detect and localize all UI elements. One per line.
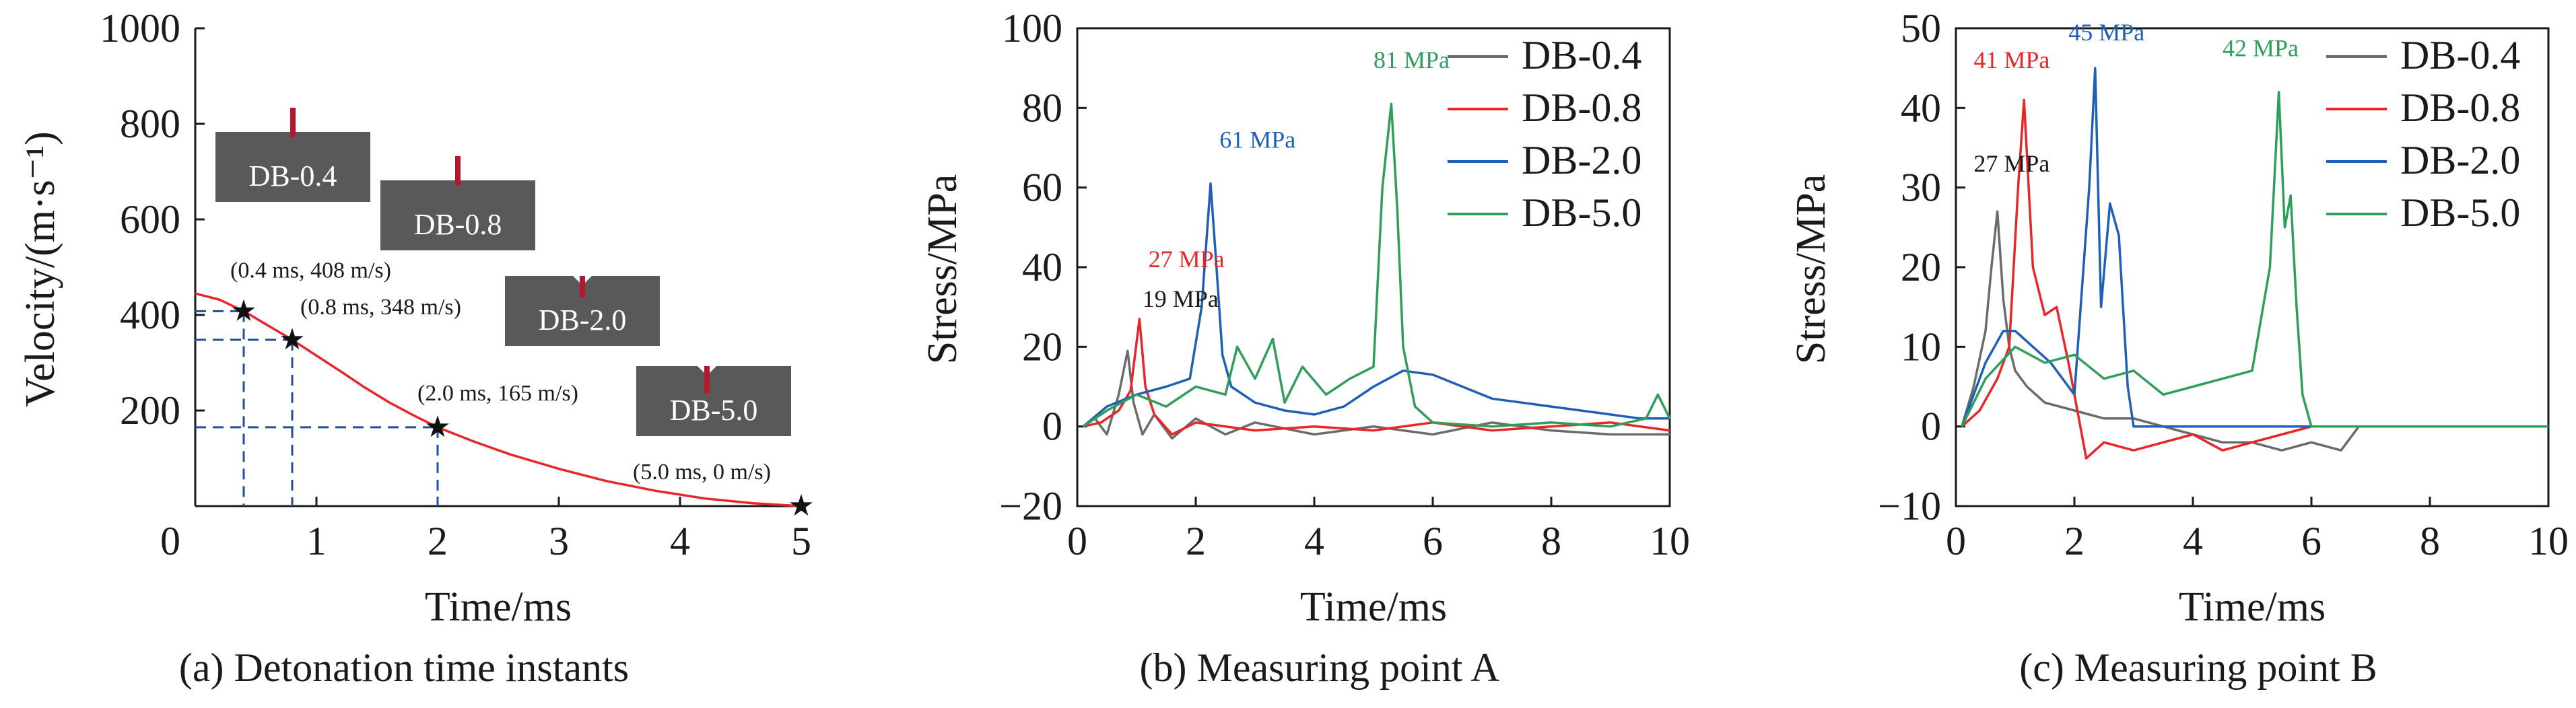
x-tick-label: 10	[1650, 519, 1690, 563]
x-tick-label: 8	[2420, 519, 2440, 563]
panel-caption: (a) Detonation time instants	[179, 645, 629, 690]
legend-label: DB-2.0	[1522, 138, 1641, 182]
y-tick-label: 20	[1901, 245, 1941, 289]
legend-label: DB-2.0	[2400, 138, 2520, 182]
panel-a-velocity-chart: 1 2 3 4 5 200 400 600 800 1000 0 Time/ms Velocity/(m…	[18, 6, 815, 690]
star-marker: ★	[424, 411, 450, 444]
legend-label: DB-0.4	[2400, 33, 2520, 77]
panel-b-stress-point-a-chart: 0 2 4 6 8 10−20020406080100Time/msStress/MPa(…	[920, 6, 1690, 690]
series-line-db-5-0	[1082, 102, 1671, 428]
y-tick-label: 10	[1901, 324, 1941, 369]
y-tick-label: −20	[999, 484, 1062, 528]
panel-caption: (c) Measuring point B	[2019, 645, 2377, 690]
marker-label: (0.4 ms, 408 m/s)	[230, 258, 391, 283]
x-tick-label: 0	[1946, 519, 1966, 563]
inset-label: DB-5.0	[670, 394, 758, 427]
peak-annotation: 81 MPa	[1374, 46, 1450, 73]
x-tick-label: 8	[1541, 519, 1561, 563]
y-tick-label: −10	[1878, 484, 1941, 528]
y-tick-label: 40	[1901, 85, 1941, 130]
series-line-db-0-8	[1961, 98, 2548, 460]
y-tick-label: 100	[1002, 6, 1062, 50]
origin-tick-label: 0	[160, 519, 180, 563]
star-marker: ★	[230, 294, 257, 327]
series-line-db-0-8	[1083, 318, 1670, 436]
charge-rod	[455, 156, 461, 186]
inset-label: DB-0.4	[249, 160, 337, 192]
charge-rod	[580, 276, 585, 297]
y-tick-label: 0	[1921, 404, 1941, 449]
peak-annotation: 61 MPa	[1219, 127, 1295, 153]
x-tick-label: 2	[1186, 519, 1206, 563]
x-tick-label: 2	[428, 519, 448, 563]
legend-label: DB-0.8	[1522, 85, 1641, 130]
y-tick-label: 50	[1901, 6, 1941, 50]
y-tick-label: 60	[1022, 166, 1062, 210]
x-tick-label: 3	[549, 519, 569, 563]
legend-label: DB-5.0	[1522, 190, 1641, 235]
charge-rod	[290, 108, 296, 137]
star-marker: ★	[279, 323, 305, 356]
inset-block	[380, 180, 535, 250]
y-tick-label: 1000	[100, 6, 180, 50]
peak-annotation: 19 MPa	[1143, 285, 1219, 312]
series-line-db-5-0	[1961, 90, 2548, 428]
y-tick-label: 20	[1022, 324, 1062, 369]
panel-caption: (b) Measuring point A	[1140, 645, 1500, 690]
y-tick-label: 200	[120, 388, 180, 433]
x-tick-label: 1	[306, 519, 327, 563]
peak-annotation: 42 MPa	[2223, 34, 2299, 61]
marker-label: (5.0 ms, 0 m/s)	[633, 460, 771, 485]
panel-c-stress-point-b-chart: 0 2 4 6 8 10−1001020304050Time/msStress/MPa(c…	[1788, 6, 2569, 690]
y-tick-label: 40	[1022, 245, 1062, 289]
charge-rod	[704, 366, 710, 393]
y-tick-label: 800	[120, 102, 180, 146]
legend-label: DB-5.0	[2400, 190, 2520, 235]
inset-block	[636, 366, 791, 436]
inset-label: DB-2.0	[539, 304, 627, 337]
x-tick-label: 5	[791, 519, 811, 563]
x-tick-label: 0	[1067, 519, 1087, 563]
y-tick-label: 0	[1042, 404, 1062, 449]
peak-annotation: 27 MPa	[1149, 246, 1225, 273]
legend-label: DB-0.4	[1522, 33, 1641, 77]
x-tick-label: 6	[1423, 519, 1443, 563]
series-line-db-0-4	[1961, 210, 2548, 452]
y-axis-title: Stress/MPa	[920, 174, 965, 364]
inset-label: DB-0.8	[414, 208, 502, 241]
velocity-curve	[195, 292, 802, 507]
x-axis-title: Time/ms	[1300, 584, 1447, 630]
x-tick-label: 4	[670, 519, 690, 563]
marker-label: (2.0 ms, 165 m/s)	[417, 381, 578, 406]
x-axis-title: Time/ms	[425, 584, 572, 630]
x-tick-label: 2	[2064, 519, 2084, 563]
marker-label: (0.8 ms, 348 m/s)	[300, 295, 461, 320]
x-tick-label: 4	[2183, 519, 2203, 563]
peak-annotation: 27 MPa	[1973, 150, 2049, 177]
y-axis-title: Stress/MPa	[1788, 174, 1834, 364]
y-axis-title: Velocity/(m·s⁻¹)	[18, 131, 63, 406]
peak-annotation: 41 MPa	[1973, 46, 2049, 73]
legend-label: DB-0.8	[2400, 85, 2520, 130]
y-tick-label: 30	[1901, 166, 1941, 210]
y-tick-label: 80	[1022, 85, 1062, 130]
peak-annotation: 45 MPa	[2068, 19, 2144, 46]
y-tick-label: 600	[120, 197, 180, 242]
x-axis-title: Time/ms	[2179, 584, 2326, 630]
star-marker: ★	[788, 489, 814, 522]
x-tick-label: 10	[2528, 519, 2569, 563]
inset-block	[215, 132, 370, 202]
series-line-db-0-4	[1082, 349, 1670, 440]
x-tick-label: 6	[2301, 519, 2321, 563]
series-line-db-2-0	[1082, 182, 1670, 428]
series-line-db-2-0	[1961, 67, 2548, 428]
y-tick-label: 400	[120, 293, 180, 337]
x-tick-label: 4	[1304, 519, 1324, 563]
